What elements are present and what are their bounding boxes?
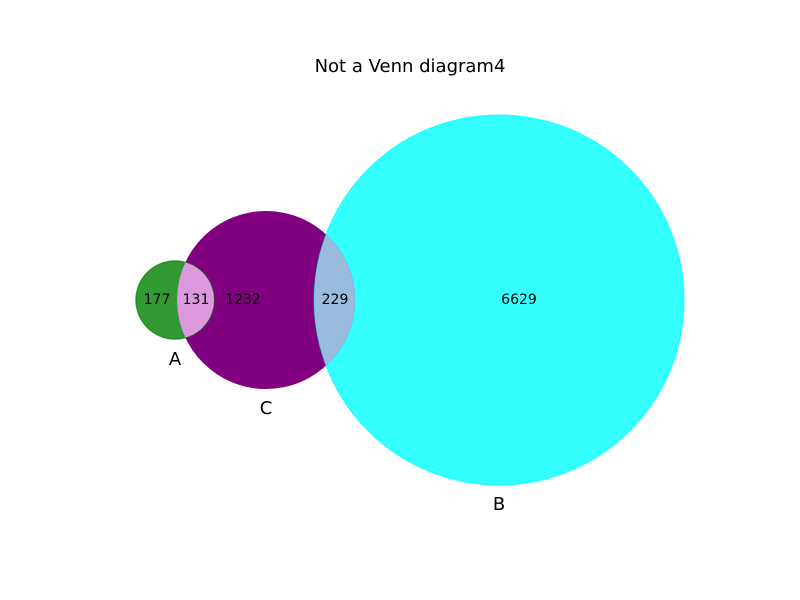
set-circle-b-outline [313,114,685,486]
region-c-only-count: 1232 [225,292,261,308]
diagram-title: Not a Venn diagram4 [315,56,506,77]
region-a-and-c-count: 131 [183,292,210,308]
region-c-and-b-count: 229 [322,292,349,308]
set-circle-b [313,114,685,486]
overlap-a-c [177,261,214,339]
region-b-only-count: 6629 [501,292,537,308]
set-label-b: B [493,494,505,515]
set-label-c: C [260,398,273,419]
set-circle-c [177,211,355,389]
region-a-only-count: 177 [144,292,171,308]
set-label-a: A [169,349,182,370]
